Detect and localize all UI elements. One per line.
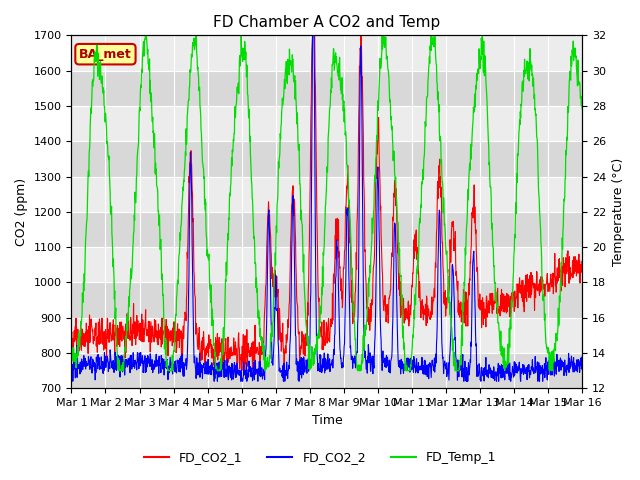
X-axis label: Time: Time [312,414,342,427]
Bar [72,36,582,71]
Bar [72,106,582,141]
Y-axis label: CO2 (ppm): CO2 (ppm) [15,178,28,246]
Title: FD Chamber A CO2 and Temp: FD Chamber A CO2 and Temp [213,15,440,30]
Text: BA_met: BA_met [79,48,132,60]
Bar [72,318,582,353]
Y-axis label: Temperature (°C): Temperature (°C) [612,158,625,266]
Bar [72,177,582,212]
Bar [72,247,582,282]
Legend: FD_CO2_1, FD_CO2_2, FD_Temp_1: FD_CO2_1, FD_CO2_2, FD_Temp_1 [139,446,501,469]
